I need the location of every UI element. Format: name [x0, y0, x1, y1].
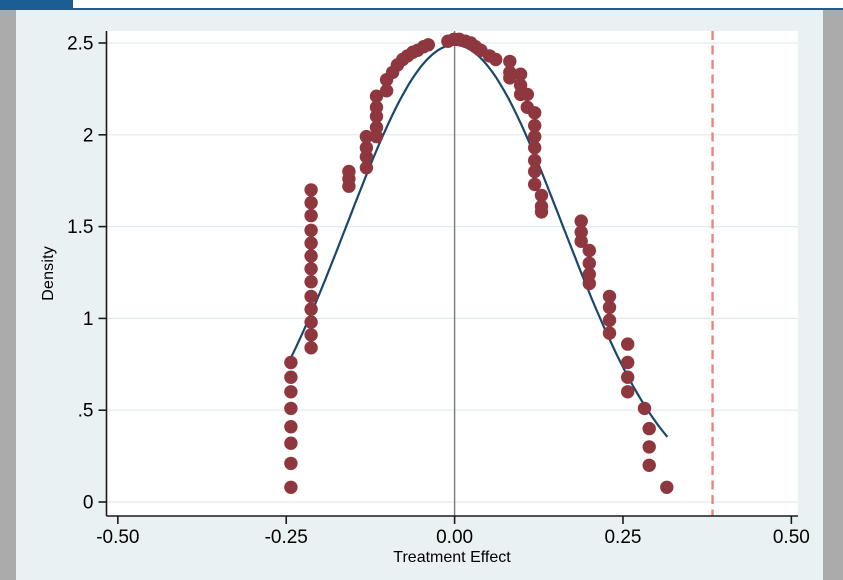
permutation-dot — [379, 84, 394, 98]
permutation-dot — [284, 456, 298, 471]
y-tick-label: 2 — [83, 125, 94, 146]
title-bar-accent-line — [0, 8, 843, 10]
permutation-dot — [304, 262, 318, 276]
x-tick-label: 0.25 — [604, 527, 641, 548]
permutation-dot — [582, 276, 596, 291]
permutation-dot — [520, 87, 534, 102]
permutation-dot — [528, 141, 542, 155]
permutation-dot — [574, 214, 588, 228]
x-tick-label: -0.50 — [96, 527, 139, 548]
permutation-dot — [503, 71, 517, 85]
permutation-dot — [284, 480, 298, 494]
permutation-dot — [602, 313, 617, 327]
permutation-dot — [421, 38, 435, 52]
permutation-dot — [304, 196, 318, 210]
permutation-dot — [304, 315, 318, 329]
permutation-dot — [304, 341, 318, 355]
y-tick-label: 1 — [83, 309, 94, 330]
permutation-dot — [528, 129, 542, 144]
permutation-dot — [582, 267, 596, 281]
permutation-dot — [284, 401, 298, 416]
permutation-dot — [513, 67, 528, 81]
right-border-strip — [823, 10, 843, 580]
y-axis-title: Density — [40, 246, 57, 301]
permutation-dot — [602, 300, 617, 315]
permutation-dot — [304, 289, 318, 304]
permutation-dot — [528, 106, 542, 120]
y-tick-label: 0 — [83, 493, 94, 514]
permutation-dot — [534, 188, 549, 203]
permutation-dot — [342, 164, 356, 179]
permutation-dot — [304, 249, 318, 263]
permutation-dot — [304, 183, 318, 197]
permutation-dot — [582, 256, 596, 270]
permutation-dot — [304, 302, 318, 316]
permutation-dot — [369, 120, 384, 135]
window-tab[interactable] — [0, 0, 73, 10]
permutation-dot — [284, 355, 298, 370]
x-tick-label: -0.25 — [265, 527, 308, 548]
plot-area — [106, 31, 798, 516]
x-axis-title: Treatment Effect — [393, 549, 511, 566]
y-tick-label: 2.5 — [67, 34, 93, 55]
x-tick-label: 0.00 — [436, 527, 473, 548]
permutation-dot — [503, 54, 517, 69]
permutation-dot — [359, 129, 374, 144]
permutation-dot — [528, 118, 542, 133]
permutation-dot — [642, 440, 656, 454]
permutation-dot — [637, 401, 652, 416]
permutation-dot — [574, 225, 588, 239]
permutation-dot — [489, 52, 503, 67]
permutation-dot — [534, 205, 549, 219]
permutation-dot — [359, 141, 374, 155]
permutation-dot — [359, 161, 374, 175]
permutation-dot — [284, 385, 298, 399]
permutation-dot — [642, 458, 656, 472]
permutation-dot — [369, 89, 384, 103]
permutation-dot — [284, 420, 298, 434]
x-tick-label: 0.50 — [773, 527, 810, 548]
permutation-dot — [284, 436, 298, 450]
permutation-dot — [582, 243, 596, 258]
title-bar — [0, 0, 843, 10]
permutation-dot — [513, 78, 528, 92]
permutation-dot — [642, 421, 656, 436]
permutation-dot — [304, 223, 318, 237]
permutation-dot — [528, 164, 542, 179]
permutation-dot — [660, 480, 674, 494]
permutation-dot — [574, 234, 588, 248]
permutation-dot — [528, 177, 542, 192]
left-border-strip — [0, 10, 16, 580]
permutation-dot — [304, 328, 318, 342]
permutation-dot — [304, 236, 318, 250]
permutation-dot — [369, 100, 384, 115]
permutation-dot — [621, 385, 635, 399]
y-tick-label: 1.5 — [67, 217, 93, 238]
permutation-dot — [621, 337, 635, 351]
permutation-dot — [621, 370, 635, 384]
permutation-dot — [621, 355, 635, 370]
permutation-dot — [528, 153, 542, 168]
permutation-dot — [602, 326, 617, 340]
permutation-dot — [284, 370, 298, 384]
permutation-dot — [602, 289, 617, 304]
y-tick-label: .5 — [78, 401, 94, 422]
permutation-dot — [304, 208, 318, 223]
permutation-dot — [304, 275, 318, 289]
